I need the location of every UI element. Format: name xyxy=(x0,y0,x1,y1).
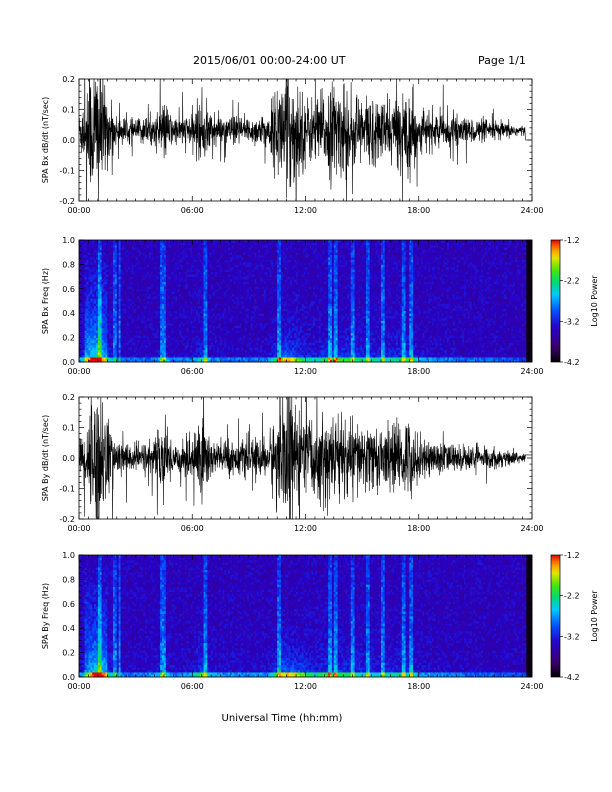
y-tick-label: 0.0 xyxy=(62,454,75,463)
y-tick-label: 0.0 xyxy=(62,358,75,367)
x-tick-label: 00:00 xyxy=(67,524,90,533)
series-line xyxy=(79,79,532,201)
y-tick-label: 0.4 xyxy=(62,309,75,318)
y-tick-label: 0.0 xyxy=(62,136,75,145)
colorbar-tick-label: -3.2 xyxy=(564,632,580,641)
x-tick-label: 12:00 xyxy=(294,206,317,215)
y-tick-label: 0.8 xyxy=(62,575,75,584)
chart-title: 2015/06/01 00:00-24:00 UT xyxy=(193,54,346,67)
x-tick-label: 24:00 xyxy=(520,524,543,533)
y-tick-label: 0.2 xyxy=(62,75,75,84)
colorbar xyxy=(550,554,561,678)
colorbar-tick-label: -2.2 xyxy=(564,277,580,286)
y-tick-label: 0.2 xyxy=(62,393,75,402)
x-tick-label: 06:00 xyxy=(181,206,204,215)
x-tick-label: 12:00 xyxy=(294,682,317,691)
x-tick-label: 00:00 xyxy=(67,206,90,215)
heatmap-cells xyxy=(79,555,533,678)
y-tick-label: 0.1 xyxy=(62,106,75,115)
x-tick-label: 24:00 xyxy=(520,682,543,691)
y-tick-label: 1.0 xyxy=(62,236,75,245)
x-tick-label: 06:00 xyxy=(181,367,204,376)
colorbar xyxy=(550,239,561,363)
colorbar-tick-label: -3.2 xyxy=(564,317,580,326)
x-tick-label: 24:00 xyxy=(520,206,543,215)
y-tick-label: 0.0 xyxy=(62,673,75,682)
y-axis-label: SPA Bx dB/dt (nT/sec) xyxy=(41,97,50,184)
colorbar-label: Log10 Power xyxy=(590,275,599,327)
x-tick-label: 12:00 xyxy=(294,367,317,376)
y-tick-label: 0.6 xyxy=(62,285,75,294)
x-tick-label: 00:00 xyxy=(67,682,90,691)
y-tick-label: 1.0 xyxy=(62,551,75,560)
colorbar-tick-label: -2.2 xyxy=(564,592,580,601)
y-tick-label: 0.1 xyxy=(62,424,75,433)
heatmap-cells xyxy=(79,240,533,363)
y-tick-label: -0.1 xyxy=(59,485,75,494)
x-tick-label: 06:00 xyxy=(181,682,204,691)
colorbar-tick-label: -1.2 xyxy=(564,551,580,560)
y-tick-label: -0.1 xyxy=(59,167,75,176)
y-axis-label: SPA By dB/dt (nT/sec) xyxy=(41,415,50,502)
y-tick-label: 0.2 xyxy=(62,334,75,343)
series-line xyxy=(79,397,532,519)
colorbar-label: Log10 Power xyxy=(590,590,599,642)
y-tick-label: 0.6 xyxy=(62,600,75,609)
page-indicator: Page 1/1 xyxy=(478,54,526,67)
x-tick-label: 06:00 xyxy=(181,524,204,533)
x-tick-label: 18:00 xyxy=(407,682,430,691)
x-tick-label: 00:00 xyxy=(67,367,90,376)
x-axis-label: Universal Time (hh:mm) xyxy=(222,713,343,724)
colorbar-tick-label: -4.2 xyxy=(564,673,580,682)
x-tick-label: 18:00 xyxy=(407,524,430,533)
x-tick-label: 18:00 xyxy=(407,206,430,215)
y-tick-label: -0.2 xyxy=(59,515,75,524)
colorbar-tick-label: -1.2 xyxy=(564,236,580,245)
y-tick-label: -0.2 xyxy=(59,197,75,206)
y-axis-label: SPA Bx Freq (Hz) xyxy=(41,268,50,334)
y-tick-label: 0.2 xyxy=(62,649,75,658)
y-tick-label: 0.4 xyxy=(62,624,75,633)
x-tick-label: 24:00 xyxy=(520,367,543,376)
y-tick-label: 0.8 xyxy=(62,260,75,269)
x-tick-label: 18:00 xyxy=(407,367,430,376)
colorbar-tick-label: -4.2 xyxy=(564,358,580,367)
x-tick-label: 12:00 xyxy=(294,524,317,533)
y-axis-label: SPA By Freq (Hz) xyxy=(41,583,50,649)
